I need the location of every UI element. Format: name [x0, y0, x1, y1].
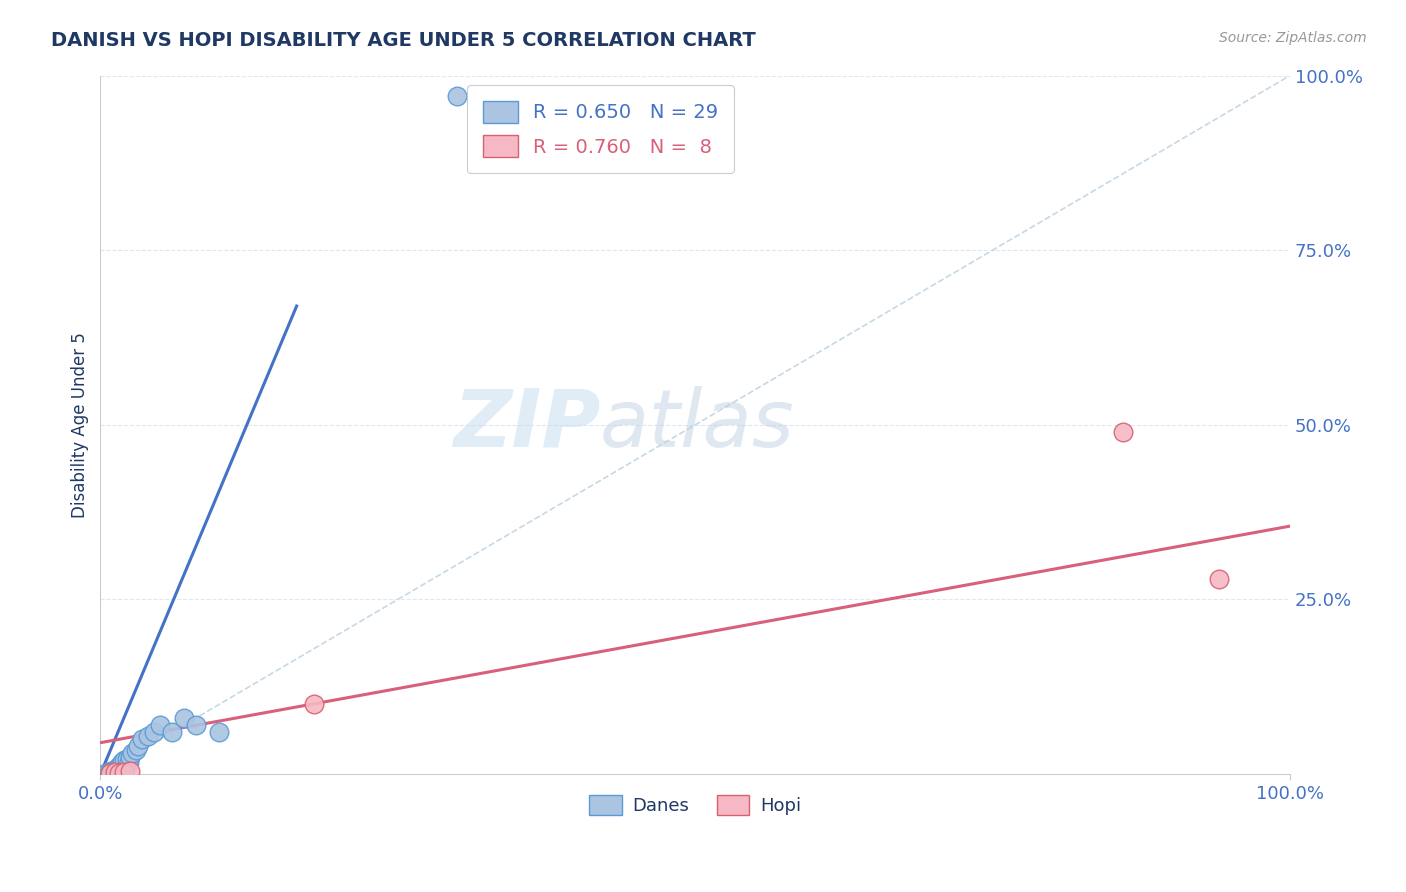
Point	[136, 729, 159, 743]
Point	[142, 725, 165, 739]
Point	[100, 764, 122, 779]
Point	[184, 718, 207, 732]
Point	[160, 725, 183, 739]
Point	[127, 739, 149, 754]
Point	[446, 89, 468, 103]
Point	[104, 765, 127, 780]
Text: Source: ZipAtlas.com: Source: ZipAtlas.com	[1219, 31, 1367, 45]
Point	[98, 765, 121, 780]
Point	[208, 725, 231, 739]
Point	[149, 718, 172, 732]
Point	[1112, 425, 1135, 439]
Point	[108, 765, 131, 780]
Y-axis label: Disability Age Under 5: Disability Age Under 5	[72, 332, 89, 517]
Point	[112, 753, 135, 767]
Point	[108, 758, 131, 772]
Point	[120, 749, 142, 764]
Point	[96, 765, 118, 780]
Point	[173, 711, 195, 725]
Point	[1208, 572, 1230, 586]
Point	[107, 760, 129, 774]
Text: atlas: atlas	[600, 386, 794, 464]
Point	[104, 764, 127, 779]
Point	[105, 763, 128, 777]
Point	[672, 91, 695, 105]
Point	[120, 764, 142, 778]
Point	[103, 764, 125, 778]
Legend: Danes, Hopi: Danes, Hopi	[581, 786, 810, 824]
Point	[118, 755, 141, 769]
Point	[110, 756, 132, 771]
Point	[304, 698, 326, 712]
Point	[111, 755, 134, 769]
Point	[112, 765, 135, 780]
Point	[125, 742, 148, 756]
Point	[101, 765, 124, 780]
Point	[121, 746, 143, 760]
Point	[98, 765, 121, 780]
Text: DANISH VS HOPI DISABILITY AGE UNDER 5 CORRELATION CHART: DANISH VS HOPI DISABILITY AGE UNDER 5 CO…	[51, 31, 755, 50]
Point	[131, 732, 153, 747]
Point	[115, 752, 138, 766]
Point	[97, 765, 120, 780]
Text: ZIP: ZIP	[453, 386, 600, 464]
